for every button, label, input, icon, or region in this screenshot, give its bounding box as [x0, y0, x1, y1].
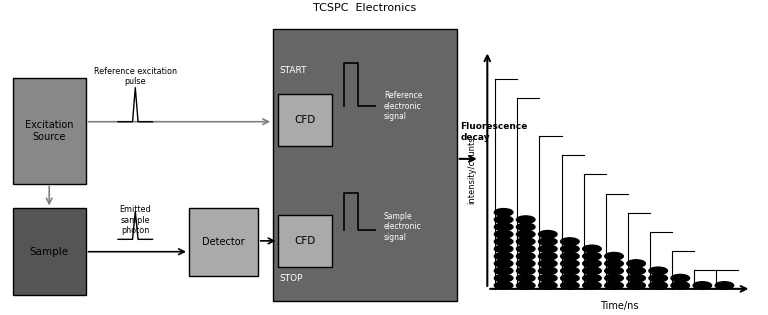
Circle shape: [583, 267, 601, 275]
Circle shape: [538, 274, 557, 282]
Circle shape: [495, 274, 513, 282]
Circle shape: [516, 223, 535, 231]
Bar: [13, 78, 85, 184]
Circle shape: [495, 252, 513, 260]
Text: START: START: [279, 66, 306, 75]
Text: Reference
electronic
signal: Reference electronic signal: [384, 91, 422, 121]
Circle shape: [627, 274, 645, 282]
Circle shape: [561, 274, 579, 282]
Circle shape: [516, 260, 535, 267]
Circle shape: [495, 245, 513, 253]
Circle shape: [649, 274, 667, 282]
Text: Time/ns: Time/ns: [600, 301, 638, 311]
Circle shape: [516, 267, 535, 275]
Circle shape: [495, 282, 513, 289]
Circle shape: [604, 274, 624, 282]
Circle shape: [604, 260, 624, 267]
Circle shape: [583, 260, 601, 267]
Circle shape: [538, 282, 557, 289]
Circle shape: [495, 267, 513, 275]
Text: Emitted
sample
photon: Emitted sample photon: [120, 205, 151, 235]
Bar: [278, 215, 332, 267]
Circle shape: [671, 282, 690, 289]
Text: Fluorescence
decay: Fluorescence decay: [461, 123, 528, 142]
Circle shape: [583, 245, 601, 253]
Text: Sample: Sample: [30, 247, 69, 257]
Circle shape: [516, 252, 535, 260]
Text: Sample
electronic
signal: Sample electronic signal: [384, 212, 422, 242]
Circle shape: [627, 260, 645, 267]
Circle shape: [561, 260, 579, 267]
Circle shape: [604, 252, 624, 260]
Text: STOP: STOP: [279, 273, 303, 283]
Circle shape: [583, 274, 601, 282]
Circle shape: [649, 267, 667, 275]
Circle shape: [604, 282, 624, 289]
Circle shape: [516, 231, 535, 238]
Text: intensity/counts: intensity/counts: [468, 136, 476, 203]
Circle shape: [671, 274, 690, 282]
Circle shape: [538, 245, 557, 253]
Circle shape: [538, 260, 557, 267]
Circle shape: [516, 245, 535, 253]
Circle shape: [495, 260, 513, 267]
Text: Excitation
Source: Excitation Source: [25, 120, 74, 142]
Text: CFD: CFD: [295, 115, 316, 125]
Circle shape: [715, 282, 733, 289]
Circle shape: [495, 223, 513, 231]
Circle shape: [627, 267, 645, 275]
Circle shape: [516, 282, 535, 289]
Circle shape: [495, 231, 513, 238]
Circle shape: [495, 209, 513, 216]
Bar: [273, 29, 457, 301]
Circle shape: [516, 274, 535, 282]
Circle shape: [516, 238, 535, 245]
Bar: [189, 209, 258, 277]
Circle shape: [538, 238, 557, 245]
Circle shape: [561, 267, 579, 275]
Circle shape: [561, 282, 579, 289]
Circle shape: [627, 282, 645, 289]
Bar: [13, 209, 85, 295]
Circle shape: [604, 267, 624, 275]
Circle shape: [516, 216, 535, 223]
Text: Reference excitation
pulse: Reference excitation pulse: [94, 67, 177, 86]
Circle shape: [561, 238, 579, 245]
Text: CFD: CFD: [295, 236, 316, 246]
Circle shape: [495, 238, 513, 245]
Circle shape: [495, 216, 513, 223]
Circle shape: [693, 282, 712, 289]
Circle shape: [538, 231, 557, 238]
Circle shape: [583, 282, 601, 289]
Circle shape: [538, 252, 557, 260]
Circle shape: [561, 252, 579, 260]
Text: TCSPC  Electronics: TCSPC Electronics: [313, 3, 416, 14]
Circle shape: [561, 245, 579, 253]
Circle shape: [649, 282, 667, 289]
Circle shape: [583, 252, 601, 260]
Text: Detector: Detector: [202, 238, 245, 247]
Circle shape: [538, 267, 557, 275]
Bar: [278, 94, 332, 146]
